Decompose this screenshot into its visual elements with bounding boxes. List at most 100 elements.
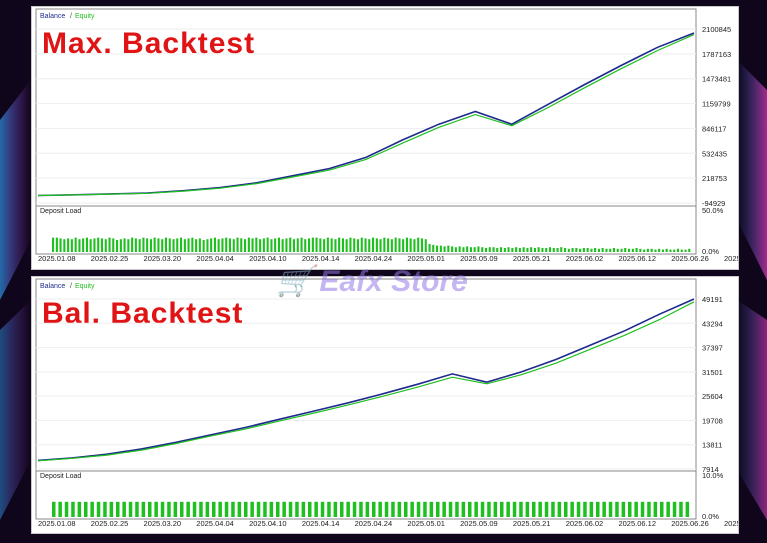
- deposit-load-bar: [551, 501, 555, 517]
- x-tick-label: 2025.05.01: [407, 254, 445, 263]
- deposit-load-bar: [338, 237, 341, 252]
- deposit-load-bar: [131, 237, 134, 252]
- deposit-load-tick-min: 0.0%: [702, 247, 719, 256]
- x-tick-label: 2025.05.01: [407, 519, 445, 528]
- y-tick-label: 846117: [702, 124, 726, 133]
- deposit-load-bar: [135, 501, 139, 517]
- x-tick-label: 2025.06.02: [566, 254, 604, 263]
- deposit-load-bar: [228, 238, 231, 252]
- deposit-load-bar: [372, 501, 376, 517]
- deposit-load-bar: [596, 501, 600, 517]
- y-tick-label: 13811: [702, 441, 722, 450]
- deposit-load-bar: [511, 248, 514, 252]
- deposit-load-bar: [570, 501, 574, 517]
- deposit-load-bar: [620, 248, 623, 252]
- deposit-load-bar: [526, 248, 529, 252]
- deposit-load-bar: [402, 239, 405, 252]
- chart-title: Bal. Backtest: [42, 297, 243, 330]
- deposit-load-bar: [282, 501, 286, 517]
- deposit-load-bar: [635, 248, 638, 252]
- deposit-load-bar: [586, 248, 589, 252]
- deposit-load-bar: [556, 248, 559, 252]
- deposit-load-bar: [443, 246, 446, 252]
- deposit-load-bar: [289, 237, 292, 252]
- deposit-load-bar: [364, 238, 367, 252]
- x-tick-label: 2025.04.04: [196, 519, 234, 528]
- deposit-load-bar: [195, 239, 198, 252]
- deposit-load-bar: [281, 239, 284, 252]
- deposit-load-bar: [537, 247, 540, 252]
- deposit-load-bar: [301, 501, 306, 517]
- deposit-load-bar: [255, 237, 258, 252]
- deposit-load-bar: [59, 238, 62, 252]
- deposit-load-bar: [64, 501, 69, 517]
- deposit-load-bar: [198, 238, 201, 252]
- deposit-load-bar: [112, 238, 115, 252]
- deposit-load-bar: [383, 237, 386, 252]
- x-tick-label: 2025.01.08: [38, 254, 76, 263]
- deposit-load-bar: [164, 237, 167, 252]
- deposit-load-bar: [417, 237, 420, 252]
- deposit-load-bar: [608, 501, 613, 517]
- deposit-load-bar: [97, 237, 100, 252]
- series-line-balance: [37, 298, 695, 462]
- deposit-load-bar: [455, 501, 459, 517]
- x-tick-label: 2025.03.20: [144, 254, 182, 263]
- y-tick-label: 2100845: [702, 25, 731, 34]
- deposit-load-bar: [522, 247, 525, 252]
- deposit-load-bar: [349, 237, 352, 252]
- deposit-load-bar: [192, 501, 197, 517]
- deposit-load-bar: [199, 501, 203, 517]
- deposit-load-bar: [679, 501, 683, 517]
- deposit-load-bar: [232, 239, 235, 252]
- deposit-load-bar: [538, 501, 542, 517]
- deposit-load-bar: [602, 501, 606, 517]
- deposit-load-bar: [492, 247, 495, 252]
- deposit-load-bar: [304, 239, 307, 252]
- deposit-load-bar: [560, 247, 563, 252]
- deposit-load-bar: [609, 248, 612, 252]
- deposit-load-bar: [575, 248, 578, 252]
- y-tick-label: 218753: [702, 174, 727, 183]
- deposit-load-bar: [250, 501, 254, 517]
- y-tick-label: 1473481: [702, 75, 731, 84]
- deposit-load-bar: [142, 237, 145, 252]
- y-tick-label: 1787163: [702, 50, 731, 59]
- bal-backtest-chart: Balance / Equity Bal. Backtest 49191 43294 373…: [35, 278, 738, 528]
- deposit-load-bar: [469, 247, 472, 252]
- deposit-load-bar: [477, 246, 480, 252]
- deposit-load-bar: [221, 238, 224, 252]
- x-tick-label: 2025.02.25: [91, 254, 129, 263]
- deposit-load-bar: [236, 237, 239, 252]
- deposit-load-bar: [564, 501, 568, 517]
- deposit-load-bar: [157, 238, 160, 252]
- deposit-load-bar: [205, 501, 210, 517]
- deposit-load-bar: [541, 248, 544, 252]
- x-tick-label: 2025.04.14: [302, 519, 340, 528]
- deposit-load-bar: [405, 237, 408, 252]
- deposit-load-bar: [548, 247, 551, 252]
- deposit-load-bar: [533, 248, 536, 252]
- deposit-load-bar: [90, 501, 94, 517]
- y-tick-label: 43294: [702, 319, 723, 328]
- deposit-load-bar: [404, 501, 408, 517]
- deposit-load-bar: [108, 237, 111, 252]
- deposit-load-bar: [654, 249, 657, 252]
- deposit-load-bar: [375, 238, 378, 252]
- deposit-load-bar: [512, 501, 517, 517]
- deposit-load-bar: [397, 501, 402, 517]
- deposit-load-tick-max: 10.0%: [702, 471, 724, 480]
- deposit-load-bar: [515, 247, 518, 252]
- deposit-load-bar: [646, 248, 649, 252]
- x-tick-label: 2025.06.02: [566, 519, 604, 528]
- deposit-load-bar: [266, 237, 269, 252]
- deposit-load-bar: [89, 239, 92, 252]
- deposit-load-bar: [187, 238, 190, 252]
- deposit-load-bar: [410, 501, 414, 517]
- deposit-load-bar: [413, 239, 416, 252]
- deposit-load-bar: [345, 239, 348, 252]
- x-tick-label: 2025.05.09: [460, 519, 498, 528]
- x-tick-label: 2025.06.12: [618, 254, 656, 263]
- deposit-load-bar: [82, 238, 85, 252]
- deposit-load-bar: [487, 501, 491, 517]
